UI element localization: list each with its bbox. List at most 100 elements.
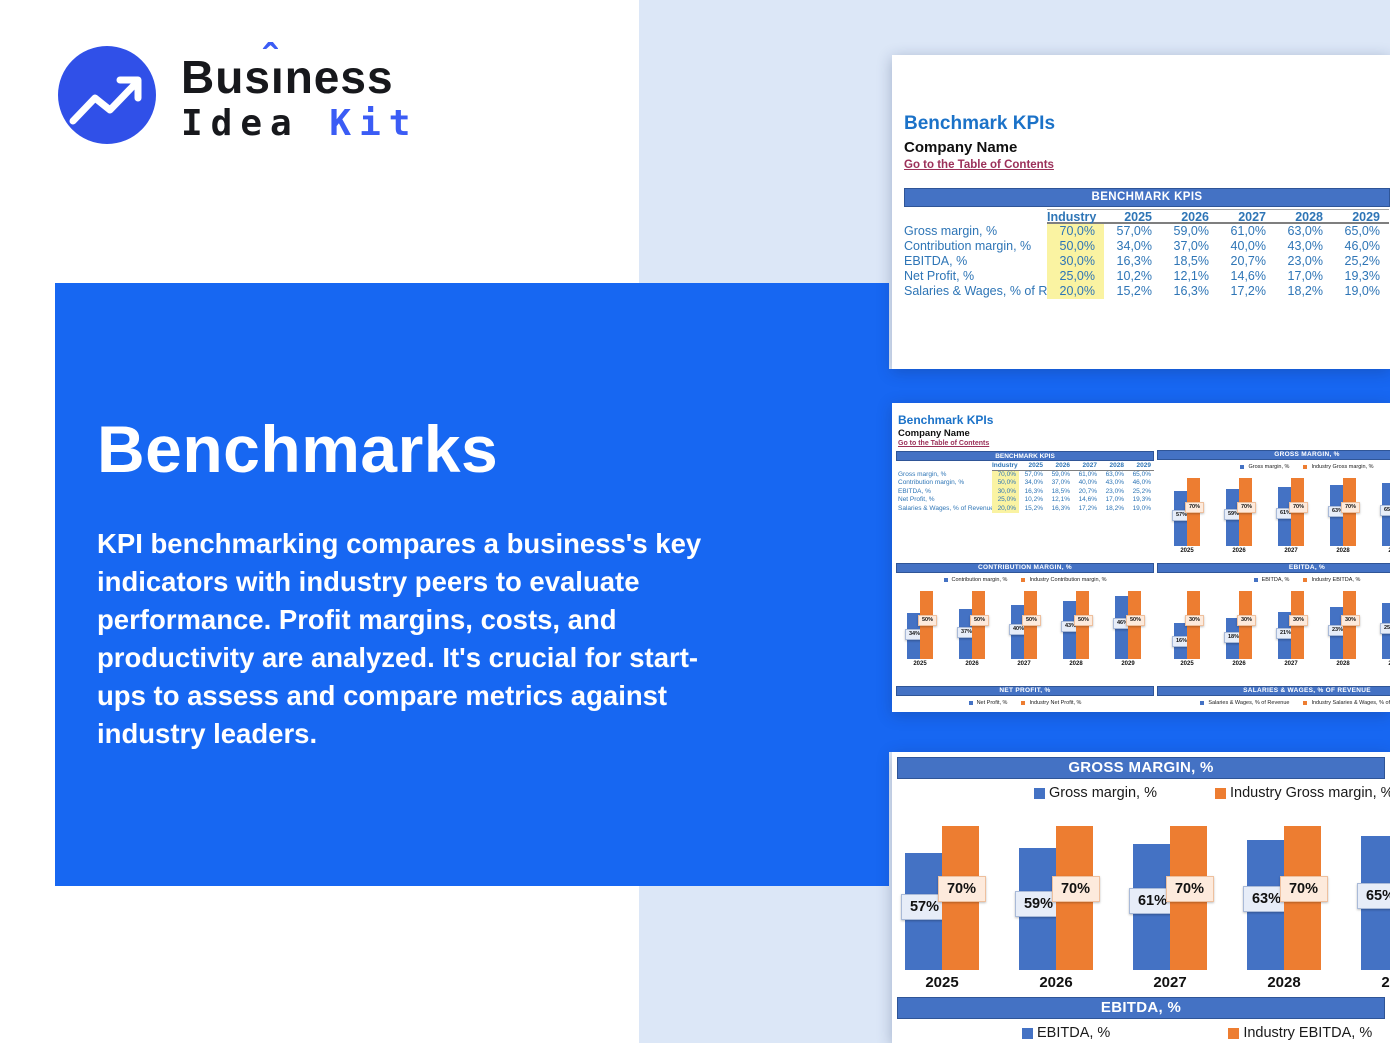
- industry-value-cell: 70,0%: [1047, 224, 1104, 239]
- industry-value-cell: 30,0%: [992, 487, 1019, 496]
- table-row: EBITDA, % 30,0% 16,3% 18,5% 20,7% 23,0% 25,2%: [896, 487, 1154, 496]
- industry-value-cell: 30,0%: [1047, 254, 1104, 269]
- legend-swatch: [1034, 787, 1045, 799]
- value-cell: 37,0%: [1173, 239, 1209, 253]
- table-row: Net Profit, % 25,0% 10,2% 12,1% 14,6% 17,0% 19…: [892, 269, 1390, 284]
- legend-label: Net Profit, %: [976, 699, 1008, 706]
- industry-value-cell: 50,0%: [992, 479, 1019, 488]
- bar-value-label: 70%: [1279, 876, 1328, 902]
- legend-swatch: [943, 577, 948, 582]
- value-cell: 15,2%: [1116, 284, 1152, 298]
- ebitda-chart-header: EBITDA, % EBITDA, % Industry EBITDA, %: [892, 997, 1390, 1043]
- table-row: Gross margin, % 70,0% 57,0% 59,0% 61,0% 63,0%…: [892, 224, 1390, 239]
- chart-legend: Gross margin, % Industry Gross margin, %: [1157, 462, 1390, 471]
- row-label: Gross margin, %: [898, 470, 947, 478]
- brand-logo: Busı ˆ ness Idea Kit: [57, 37, 419, 150]
- legend-label: Gross margin, %: [1248, 463, 1290, 470]
- company-name-mini: Company Name: [898, 428, 970, 439]
- x-axis-label: 2028: [1267, 974, 1301, 991]
- bar-value-label: 70%: [1289, 502, 1308, 513]
- x-axis-label: 2028: [1336, 548, 1350, 554]
- industry-value-cell: 25,0%: [1047, 269, 1104, 284]
- trend-arrow-icon: [57, 45, 157, 150]
- x-axis-label: 2028: [1069, 661, 1083, 667]
- page-title: Benchmarks: [97, 412, 499, 486]
- x-axis-label: 2026: [965, 661, 979, 667]
- legend-swatch: [1240, 464, 1245, 469]
- value-cell: 18,2%: [1287, 284, 1323, 298]
- legend-item: Industry Net Profit, %: [1021, 700, 1081, 706]
- x-axis-label: 2025: [913, 661, 927, 667]
- value-cell: 15,2%: [1024, 504, 1043, 512]
- table-of-contents-link-mini[interactable]: Go to the Table of Contents: [898, 440, 990, 447]
- legend-label: Industry Gross margin, %: [1229, 785, 1390, 801]
- bar-value-label: 65%: [1356, 883, 1390, 909]
- value-cell: 25,2%: [1344, 254, 1380, 268]
- legend-swatch: [1022, 1027, 1033, 1039]
- value-cell: 18,5%: [1051, 487, 1070, 495]
- value-cell: 46,0%: [1132, 479, 1151, 486]
- legend-item: EBITDA, %: [1022, 1025, 1110, 1041]
- ebitda-mini-chart: EBITDA, % EBITDA, % Industry EBITDA, % 16% 3…: [1157, 563, 1390, 675]
- row-label: Contribution margin, %: [904, 239, 1032, 253]
- value-cell: 14,6%: [1078, 496, 1097, 503]
- column-header: Industry: [1047, 209, 1104, 224]
- table-header-bar-mini: BENCHMARK KPIS: [896, 451, 1154, 461]
- table-header-row: Industry 2025 2026 2027 2028 2029: [896, 462, 1154, 471]
- legend-label: Salaries & Wages, % of Revenue: [1208, 699, 1290, 706]
- value-cell: 65,0%: [1132, 470, 1151, 478]
- brand-name-line2: Idea Kit: [181, 102, 419, 144]
- value-cell: 10,2%: [1116, 269, 1152, 283]
- bar-value-label: 70%: [1341, 502, 1360, 513]
- company-name: Company Name: [904, 139, 1018, 156]
- value-cell: 59,0%: [1173, 224, 1209, 238]
- chart-title-bar: CONTRIBUTION MARGIN, %: [896, 563, 1154, 573]
- legend-item: Industry Salaries & Wages, % of Revenue: [1303, 700, 1390, 706]
- legend-swatch: [1021, 577, 1026, 582]
- legend-item: Contribution margin, %: [943, 577, 1007, 583]
- column-header: 2029: [1127, 462, 1154, 471]
- bar-value-label: 70%: [1237, 502, 1256, 513]
- x-axis-label: 2025: [925, 974, 959, 991]
- x-axis-label: 2027: [1017, 661, 1031, 667]
- legend-swatch: [1200, 700, 1205, 705]
- legend-label: Industry EBITDA, %: [1311, 576, 1361, 583]
- legend-swatch: [1303, 464, 1308, 469]
- value-cell: 61,0%: [1230, 224, 1266, 238]
- kpi-table-card: Benchmark KPIs Company Name Go to the Ta…: [892, 55, 1390, 369]
- bar-value-label: 25%: [1380, 623, 1390, 634]
- value-cell: 17,2%: [1078, 504, 1097, 512]
- x-axis-label: 2026: [1039, 974, 1073, 991]
- legend-item: Industry Gross margin, %: [1214, 785, 1390, 801]
- sheet-title-mini: Benchmark KPIs: [898, 413, 994, 427]
- x-axis-label: 2029: [1380, 661, 1390, 667]
- bar-value-label: 30%: [1289, 615, 1308, 626]
- value-cell: 12,1%: [1173, 269, 1209, 283]
- bar-value-label: 30%: [1185, 615, 1204, 626]
- bar-value-label: 70%: [1051, 876, 1100, 902]
- bar-value-label: 50%: [1022, 615, 1041, 626]
- value-cell: 23,0%: [1105, 487, 1124, 495]
- legend-label: Gross margin, %: [1049, 785, 1157, 801]
- chart-title-bar: GROSS MARGIN, %: [897, 757, 1385, 779]
- industry-value-cell: 25,0%: [992, 496, 1019, 505]
- table-of-contents-link[interactable]: Go to the Table of Contents: [904, 159, 1054, 171]
- column-header: 2028: [1100, 462, 1127, 471]
- value-cell: 63,0%: [1287, 224, 1323, 238]
- table-corner-cell: [896, 462, 992, 471]
- row-label: EBITDA, %: [898, 487, 931, 495]
- value-cell: 61,0%: [1078, 470, 1097, 478]
- legend-swatch: [1214, 787, 1226, 799]
- chart-title-bar: GROSS MARGIN, %: [1157, 450, 1390, 460]
- table-row: Contribution margin, % 50,0% 34,0% 37,0% 40,…: [892, 239, 1390, 254]
- legend-label: Industry Salaries & Wages, % of Revenue: [1311, 699, 1390, 706]
- value-cell: 34,0%: [1024, 479, 1043, 486]
- x-axis-label: 2028: [1336, 661, 1350, 667]
- x-axis-label: 2029: [1121, 661, 1135, 667]
- legend-swatch: [1228, 1027, 1240, 1039]
- value-cell: 20,7%: [1230, 254, 1266, 268]
- x-axis-label: 2027: [1284, 661, 1298, 667]
- x-axis-label: 2029: [1380, 548, 1390, 554]
- chart-legend: Salaries & Wages, % of Revenue Industry S…: [1157, 698, 1390, 707]
